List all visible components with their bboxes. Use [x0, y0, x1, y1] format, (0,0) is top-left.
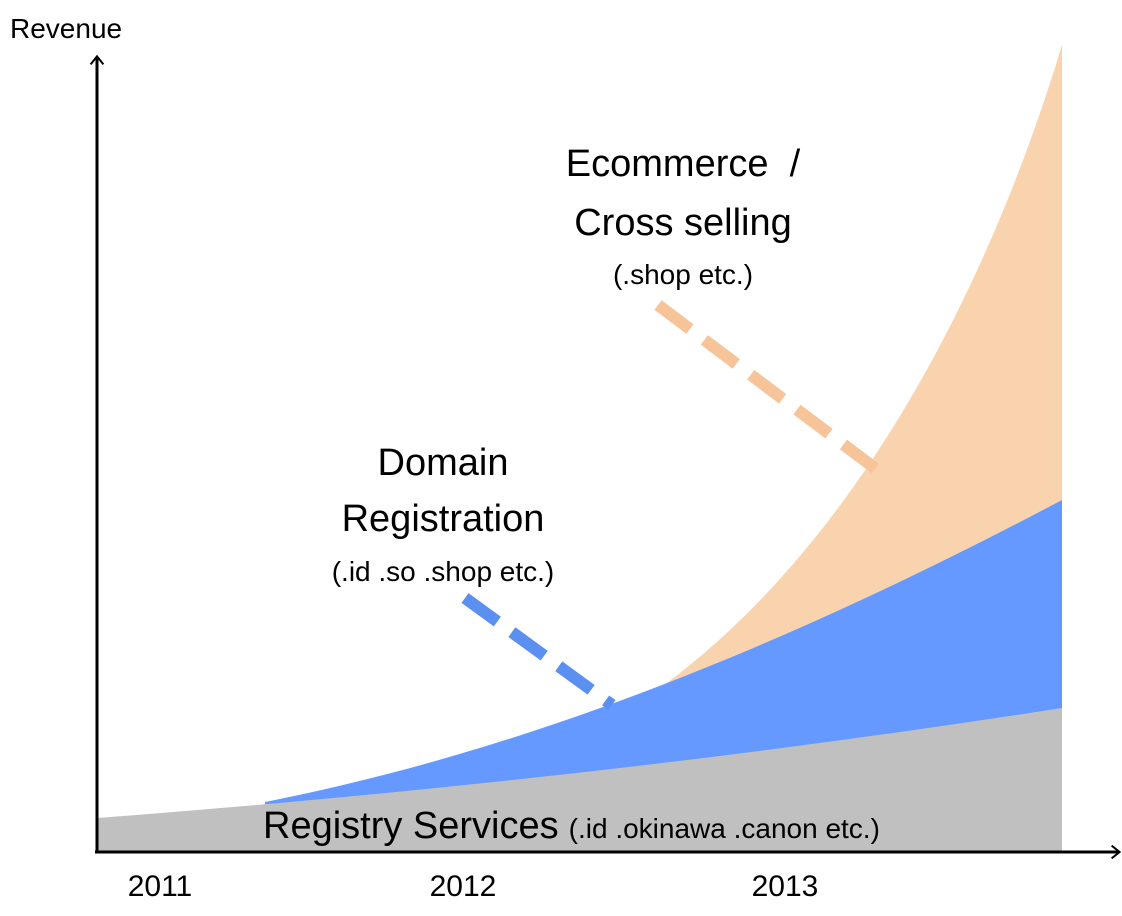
- x-label: 2013: [752, 870, 819, 903]
- registry-area: [97, 708, 1062, 852]
- x-label: 2012: [430, 870, 497, 903]
- registry-examples: (.id .okinawa .canon etc.): [569, 813, 880, 844]
- domain-title: Domain: [378, 442, 509, 484]
- y-axis-label: Revenue: [10, 13, 122, 44]
- registry-title: Registry Services: [263, 805, 559, 847]
- domain-title: Registration: [342, 498, 545, 540]
- ecommerce-examples: (.shop etc.): [613, 259, 753, 290]
- domain-examples: (.id .so .shop etc.): [332, 556, 555, 587]
- ecommerce-title: Ecommerce /: [566, 143, 801, 185]
- x-label: 2011: [128, 870, 193, 903]
- registry-label: Registry Services (.id .okinawa .canon et…: [263, 805, 880, 847]
- domain-pointer: [461, 593, 616, 710]
- ecommerce-pointer: [654, 300, 884, 477]
- ecommerce-title: Cross selling: [574, 202, 792, 244]
